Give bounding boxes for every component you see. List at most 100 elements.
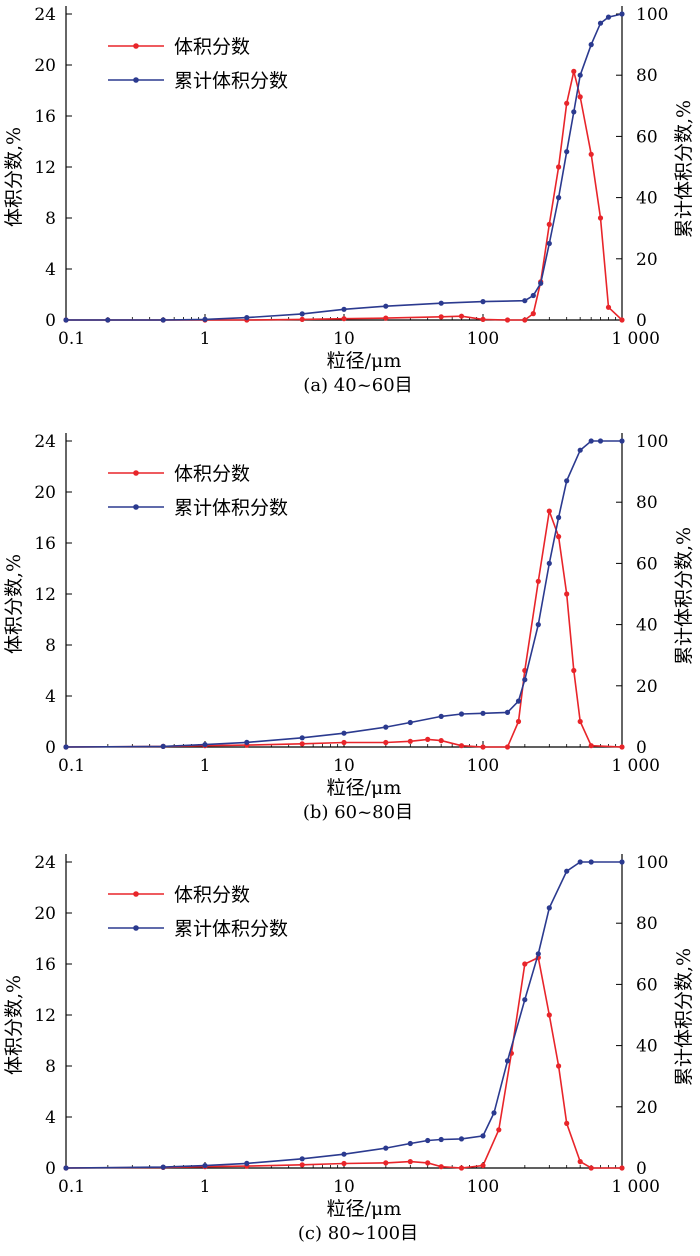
data-point: [407, 1159, 413, 1165]
data-point: [480, 744, 486, 750]
data-point: [597, 20, 604, 26]
data-point: [202, 1163, 208, 1169]
series-line: [65, 440, 622, 748]
data-point: [458, 313, 465, 319]
data-point: [535, 578, 541, 584]
data-point: [63, 744, 69, 750]
y-left-tick-label: 12: [34, 1006, 56, 1026]
y-right-tick-label: 60: [636, 975, 658, 995]
x-tick-label: 0.1: [58, 329, 85, 349]
data-point: [341, 1151, 347, 1157]
data-point: [522, 317, 528, 323]
data-point: [438, 300, 444, 306]
data-point: [63, 317, 69, 323]
data-point: [571, 68, 577, 74]
x-tick-label: 0.1: [58, 756, 85, 776]
x-tick-label: 1 000: [611, 1177, 660, 1197]
data-point: [546, 221, 552, 227]
y-left-axis-label: 体积分数,%: [3, 127, 25, 227]
y-right-axis-label: 累计体积分数,%: [673, 948, 695, 1086]
chart-caption: (c) 80~100目: [298, 1223, 418, 1244]
y-left-tick-label: 16: [34, 107, 56, 127]
data-point: [588, 438, 594, 444]
series-cumulative: [63, 438, 625, 750]
x-tick-label: 1: [200, 1177, 211, 1197]
y-right-tick-label: 60: [636, 127, 658, 147]
y-left-tick-label: 16: [34, 955, 56, 975]
legend-label: 累计体积分数: [174, 497, 288, 519]
series-cumulative: [63, 11, 625, 323]
data-point: [564, 591, 570, 597]
data-point: [619, 317, 625, 323]
data-point: [530, 311, 536, 317]
data-point: [588, 859, 594, 865]
data-point: [577, 718, 583, 725]
data-point: [299, 1162, 305, 1168]
y-right-tick-label: 40: [636, 189, 658, 209]
data-point: [425, 1137, 431, 1144]
data-point: [438, 1164, 444, 1170]
data-point: [564, 478, 570, 484]
data-point: [588, 1165, 594, 1171]
legend-label: 体积分数: [174, 463, 250, 485]
data-point: [202, 316, 208, 322]
data-point: [504, 709, 511, 716]
data-point: [383, 303, 389, 309]
series-line: [65, 861, 622, 1169]
legend-marker: [133, 43, 139, 49]
data-point: [619, 11, 625, 17]
y-left-tick-label: 20: [34, 483, 56, 503]
data-point: [383, 739, 389, 746]
chart-caption: (b) 60~80目: [303, 802, 413, 823]
series-cumulative: [63, 859, 625, 1171]
data-point: [458, 711, 465, 717]
y-right-tick-label: 0: [636, 738, 647, 758]
x-tick-label: 100: [467, 1177, 499, 1197]
data-point: [160, 1164, 166, 1170]
data-point: [480, 299, 486, 305]
x-tick-label: 1: [200, 756, 211, 776]
data-point: [383, 315, 389, 321]
y-right-tick-label: 20: [636, 250, 658, 270]
data-point: [577, 859, 583, 865]
data-point: [619, 1165, 625, 1171]
series-line: [65, 956, 622, 1169]
data-point: [504, 744, 511, 750]
y-left-tick-label: 4: [45, 687, 56, 707]
y-right-tick-label: 80: [636, 66, 658, 86]
data-point: [458, 743, 465, 749]
data-point: [571, 109, 577, 115]
y-left-tick-label: 8: [45, 636, 56, 656]
data-point: [522, 298, 528, 304]
data-point: [546, 240, 552, 247]
chart-panel-a: 0.1 1 10 100 1 00004812162024020406080100体积分…: [3, 5, 695, 396]
data-point: [438, 713, 444, 720]
data-point: [299, 1156, 305, 1162]
data-point: [480, 710, 486, 716]
data-point: [577, 447, 583, 453]
data-point: [341, 730, 347, 736]
y-left-tick-label: 12: [34, 158, 56, 178]
data-point: [556, 195, 562, 201]
data-point: [522, 997, 528, 1003]
y-right-tick-label: 40: [636, 616, 658, 636]
y-left-tick-label: 4: [45, 1108, 56, 1128]
data-point: [438, 738, 444, 744]
y-left-tick-label: 0: [45, 738, 56, 758]
x-axis-label: 粒径/μm: [327, 350, 402, 372]
x-tick-label: 10: [333, 1177, 355, 1197]
y-right-axis-label: 累计体积分数,%: [673, 100, 695, 238]
series-line: [65, 510, 623, 748]
data-point: [605, 304, 612, 310]
data-point: [546, 560, 552, 567]
data-point: [597, 438, 604, 444]
y-left-tick-label: 0: [45, 1159, 56, 1179]
data-point: [577, 72, 583, 78]
y-right-tick-label: 0: [636, 311, 647, 331]
data-point: [588, 743, 594, 749]
y-right-tick-label: 20: [636, 677, 658, 697]
data-point: [619, 438, 625, 444]
data-point: [407, 1140, 413, 1147]
data-point: [341, 316, 347, 322]
data-point: [564, 100, 570, 106]
